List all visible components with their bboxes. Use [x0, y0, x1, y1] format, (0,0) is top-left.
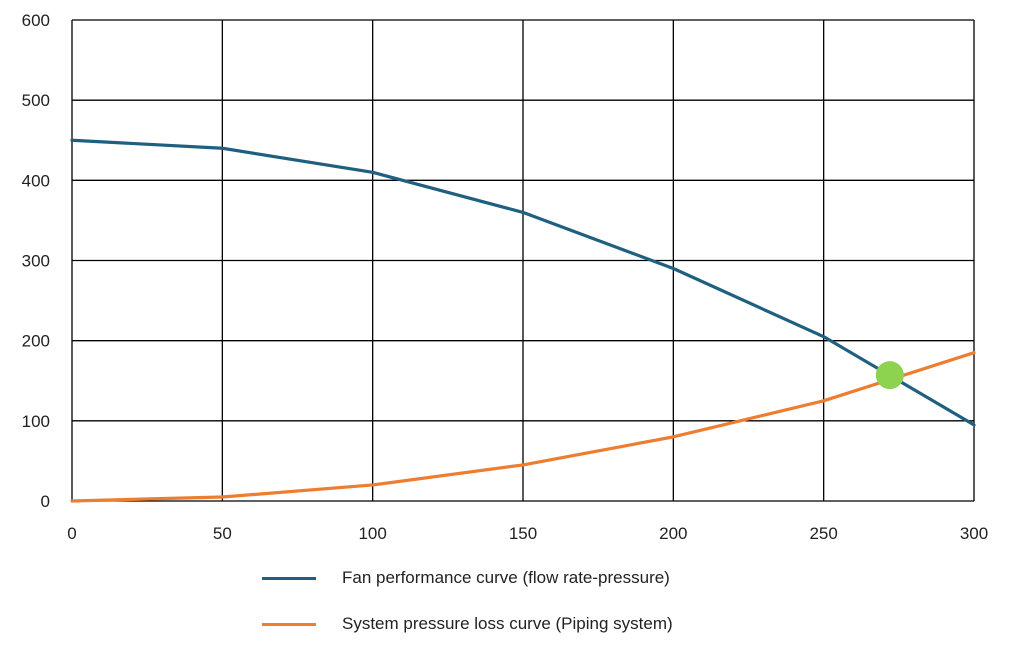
series-line-system [70, 351, 976, 503]
x-tick-label: 250 [809, 524, 837, 543]
y-tick-label: 400 [22, 171, 50, 190]
grid [71, 19, 975, 502]
legend-item-fan: Fan performance curve (flow rate-pressur… [262, 566, 673, 590]
legend-swatch-system [262, 622, 316, 626]
x-tick-label: 300 [960, 524, 988, 543]
y-tick-label: 500 [22, 91, 50, 110]
legend-item-system: System pressure loss curve (Piping syste… [262, 612, 673, 636]
x-tick-label: 150 [509, 524, 537, 543]
legend-label-system: System pressure loss curve (Piping syste… [342, 614, 673, 633]
x-tick-label: 50 [213, 524, 232, 543]
series-layer [70, 138, 976, 503]
legend: Fan performance curve (flow rate-pressur… [262, 566, 673, 658]
y-tick-label: 0 [41, 492, 50, 511]
y-tick-label: 600 [22, 11, 50, 30]
series-line-fan [70, 138, 976, 427]
legend-swatch-fan [262, 576, 316, 580]
x-tick-label: 200 [659, 524, 687, 543]
chart: 0 50 100 150 200 250 300 0 100 200 300 400 500 600 [22, 11, 989, 543]
y-tick-label: 300 [22, 252, 50, 271]
legend-label-fan: Fan performance curve (flow rate-pressur… [342, 568, 670, 587]
marker-layer [875, 361, 904, 390]
x-tick-label: 100 [358, 524, 386, 543]
y-tick-label: 100 [22, 412, 50, 431]
y-tick-label: 200 [22, 332, 50, 351]
operating-point-marker [875, 361, 904, 390]
tick-labels: 0 50 100 150 200 250 300 0 100 200 300 400 500 600 [22, 11, 989, 543]
x-tick-label: 0 [67, 524, 76, 543]
